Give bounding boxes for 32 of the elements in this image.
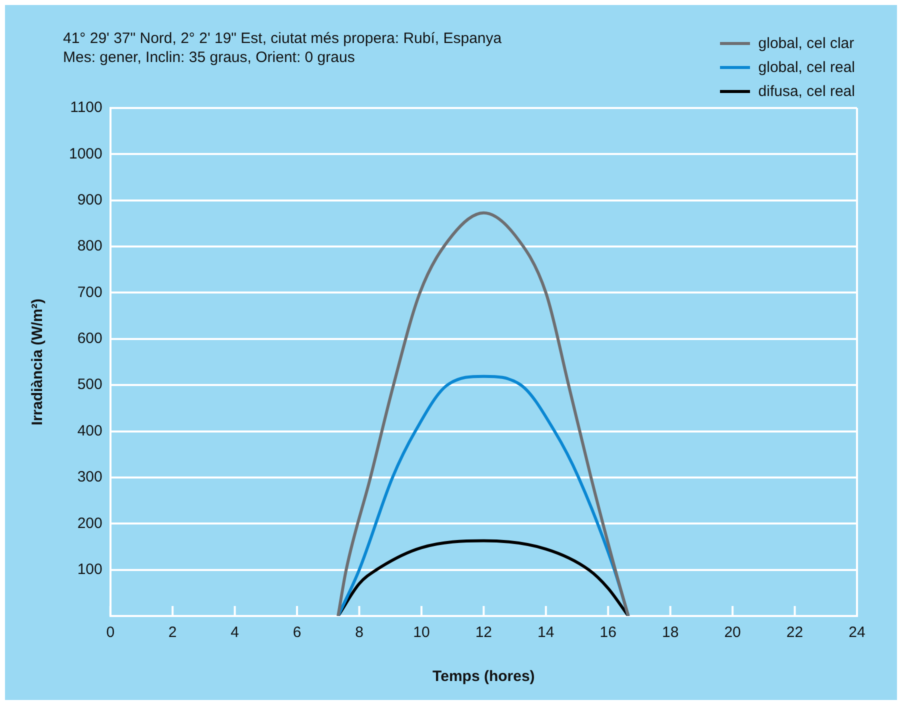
y-axis-title: Irradiància (W/m²) [29,298,46,426]
x-tick-label: 20 [724,624,741,642]
x-tick-label: 0 [106,624,115,642]
x-tick-label: 22 [786,624,804,642]
y-tick-label: 200 [77,514,102,532]
y-tick-label: 900 [77,192,102,209]
x-tick-label: 10 [413,624,430,642]
chart-subtitle: Mes: gener, Inclin: 35 graus, Orient: 0 graus [63,48,356,67]
y-tick-label: 400 [77,422,102,440]
y-tick-label: 1100 [70,99,102,116]
y-tick-label: 500 [77,376,102,394]
y-tick-label: 700 [77,284,102,301]
x-tick-label: 4 [230,624,239,642]
legend-label: global, cel clar [758,34,854,52]
y-tick-label: 1000 [68,145,102,162]
legend-label: global, cel real [758,58,855,76]
x-tick-label: 12 [475,624,492,642]
legend-label: difusa, cel real [758,82,855,100]
y-tick-label: 600 [77,330,102,348]
line-series [336,211,630,616]
x-axis-title: Temps (hores) [432,668,535,686]
y-tick-label: 300 [77,468,102,486]
x-tick-label: 14 [538,624,554,642]
x-tick-label: 2 [168,624,177,642]
chart-title: 41° 29' 37" Nord, 2° 2' 19" Est, ciutat més propera: Rubí, Espanya [63,29,502,48]
y-tick-label: 800 [77,238,102,255]
x-tick-label: 8 [355,624,364,642]
x-tick-label: 16 [600,624,616,642]
x-tick-label: 6 [292,624,302,642]
x-tick-label: 24 [848,624,866,642]
x-tick-label: 18 [662,624,679,642]
y-tick-label: 100 [77,560,102,578]
